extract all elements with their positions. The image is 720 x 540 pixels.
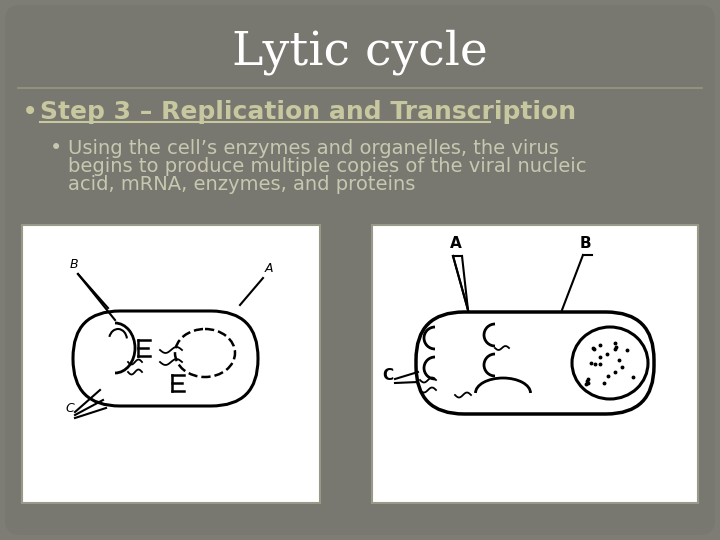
Text: Lytic cycle: Lytic cycle <box>232 29 488 75</box>
Text: A: A <box>450 236 462 251</box>
Text: B: B <box>70 258 78 271</box>
Text: B: B <box>580 236 592 251</box>
Bar <box>22 225 320 503</box>
Text: acid, mRNA, enzymes, and proteins: acid, mRNA, enzymes, and proteins <box>68 174 415 193</box>
Bar <box>372 225 698 503</box>
Text: C: C <box>65 402 73 415</box>
Ellipse shape <box>572 327 648 399</box>
FancyBboxPatch shape <box>416 312 654 414</box>
Text: •: • <box>50 138 62 158</box>
Text: C: C <box>382 368 393 383</box>
Text: •: • <box>22 98 38 126</box>
FancyBboxPatch shape <box>5 5 715 535</box>
Text: begins to produce multiple copies of the viral nucleic: begins to produce multiple copies of the… <box>68 157 587 176</box>
FancyBboxPatch shape <box>73 311 258 406</box>
Text: Using the cell’s enzymes and organelles, the virus: Using the cell’s enzymes and organelles,… <box>68 138 559 158</box>
Text: Step 3 – Replication and Transcription: Step 3 – Replication and Transcription <box>40 100 576 124</box>
Text: A: A <box>265 262 274 275</box>
